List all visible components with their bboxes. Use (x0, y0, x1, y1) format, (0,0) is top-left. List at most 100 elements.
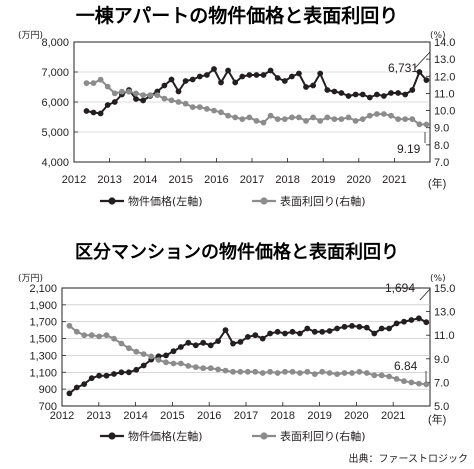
chart1-right-tick: 7.0 (434, 157, 449, 169)
chart2-x-tick: 2015 (160, 410, 184, 422)
chart2-yield-point (192, 364, 199, 370)
chart1-yield-point (402, 116, 409, 122)
chart1-yield-point (239, 116, 246, 122)
chart2-price-point (222, 327, 229, 333)
chart2-series (66, 315, 430, 397)
chart2-yield-callout: 6.84 (394, 359, 418, 373)
chart2-yield-point (408, 379, 415, 386)
chart2-legend: 物件価格(左軸) 表面利回り(右軸) (100, 429, 366, 443)
chart1-yield-point (352, 118, 359, 124)
chart2-yield-point (96, 333, 102, 340)
chart2-price-point (111, 371, 117, 377)
chart1-yield-point (260, 119, 267, 126)
chart1-price-point (359, 91, 366, 98)
chart1-legend-price-marker (108, 197, 116, 205)
chart2-price-point (282, 330, 288, 337)
chart2-price-point (185, 339, 192, 346)
chart1-x-tick: 2017 (240, 174, 264, 186)
chart2-price-point (163, 352, 169, 359)
chart2-price-leader (419, 288, 431, 301)
chart2-left-tick: 1,900 (29, 300, 57, 312)
chart2-yield-point (207, 365, 214, 372)
chart2-price-point (289, 328, 296, 335)
chart1-price-point (296, 70, 302, 77)
chart2-price-point (133, 366, 140, 373)
chart1-legend: 物件価格(左軸) 表面利回り(右軸) (100, 194, 366, 208)
chart1-x-suffix: (年) (428, 176, 446, 190)
chart1-x-tick: 2012 (62, 174, 86, 186)
chart2-yield-point (326, 370, 333, 376)
chart1-price-point (423, 77, 430, 83)
chart2-price-point (88, 375, 95, 382)
chart1-price-point (409, 87, 416, 93)
chart2-price-point (244, 334, 251, 340)
chart1-yield-point (211, 107, 217, 114)
chart2-title: 区分マンションの物件価格と表面利回り (75, 241, 399, 263)
chart1-legend-price-label: 物件価格(左軸) (128, 194, 203, 208)
chart2-yield-point (140, 351, 147, 357)
chart2-price-point (66, 390, 73, 397)
chart2-yield-point (356, 368, 363, 375)
chart2-yield-point (88, 332, 95, 339)
chart2-x-axis: 2012 2013 2014 2015 2016 2017 2018 2019 2020 2021 (50, 402, 405, 422)
chart2-price-point (297, 330, 303, 337)
chart2-price-point (274, 328, 281, 335)
chart2-price-point (311, 328, 318, 335)
chart2-price-point (319, 328, 326, 335)
chart2-price-point (356, 323, 363, 330)
chart2-price-point (386, 325, 392, 332)
chart1-price-point (338, 90, 345, 96)
chart1-series (83, 66, 430, 128)
chart2-yield-point (341, 370, 348, 376)
chart1-price-point (239, 73, 246, 80)
chart1-price-point (189, 76, 196, 83)
chart1-yield-point (90, 80, 97, 86)
chart2-yield-point (125, 345, 132, 352)
chart2-left-tick: 700 (39, 401, 57, 413)
chart2-left-tick: 1,700 (29, 317, 57, 329)
chart1-price-leader (414, 51, 431, 69)
chart2-x-tick: 2018 (271, 410, 295, 422)
chart1-price-point (310, 82, 316, 89)
chart1-yield-point (104, 83, 111, 90)
chart1-yield-point (416, 121, 423, 128)
chart1-yield-point (324, 114, 331, 121)
chart2-left-tick: 2,100 (29, 283, 57, 295)
chart2-yield-point (311, 371, 318, 377)
chart2-right-unit: (%) (430, 274, 446, 284)
chart2-yield-point (274, 370, 281, 376)
chart1-yield-point (303, 118, 309, 124)
chart2-legend-yield-marker (260, 432, 268, 440)
chart2-yield-point (401, 378, 407, 385)
chart2-yield-point (230, 368, 236, 375)
chart1-right-tick: 13.0 (434, 54, 455, 66)
chart2-right-tick: 13.0 (434, 307, 455, 319)
chart1-price-point (97, 110, 104, 117)
chart2-price-point (408, 317, 415, 323)
chart2-yield-point (393, 376, 400, 382)
chart1-price-point (83, 108, 90, 114)
chart2-yield-point (148, 353, 155, 360)
chart2-x-suffix: (年) (428, 412, 446, 426)
chart1-price-point (374, 91, 380, 98)
chart2-price-point (371, 330, 378, 337)
chart1-right-tick: 10.0 (434, 106, 455, 118)
chart1-price-point (111, 99, 118, 105)
chart1-x-tick: 2018 (275, 174, 299, 186)
chart2-price-point (416, 315, 422, 322)
chart2-yield-point (282, 368, 288, 375)
chart2-yield-point (215, 366, 222, 373)
chart1-right-tick: 9.0 (434, 123, 449, 135)
chart1-yield-point (175, 99, 182, 105)
chart2-plot-frame (61, 287, 431, 407)
chart1-yield-point (331, 116, 338, 122)
chart1-x-axis: 2012 2013 2014 2015 2016 2017 2018 2019 2020 2021 (62, 158, 407, 186)
chart2-left-tick: 1,500 (29, 334, 57, 346)
chart1-yield-point (366, 112, 373, 119)
chart2-x-tick: 2020 (344, 410, 368, 422)
chart2-legend-yield-label: 表面利回り(右軸) (280, 429, 366, 443)
chart2-price-point (192, 342, 199, 349)
chart2-yield-point (237, 368, 244, 375)
chart1-price-point (324, 87, 331, 93)
chart2-yield-point (386, 373, 392, 380)
